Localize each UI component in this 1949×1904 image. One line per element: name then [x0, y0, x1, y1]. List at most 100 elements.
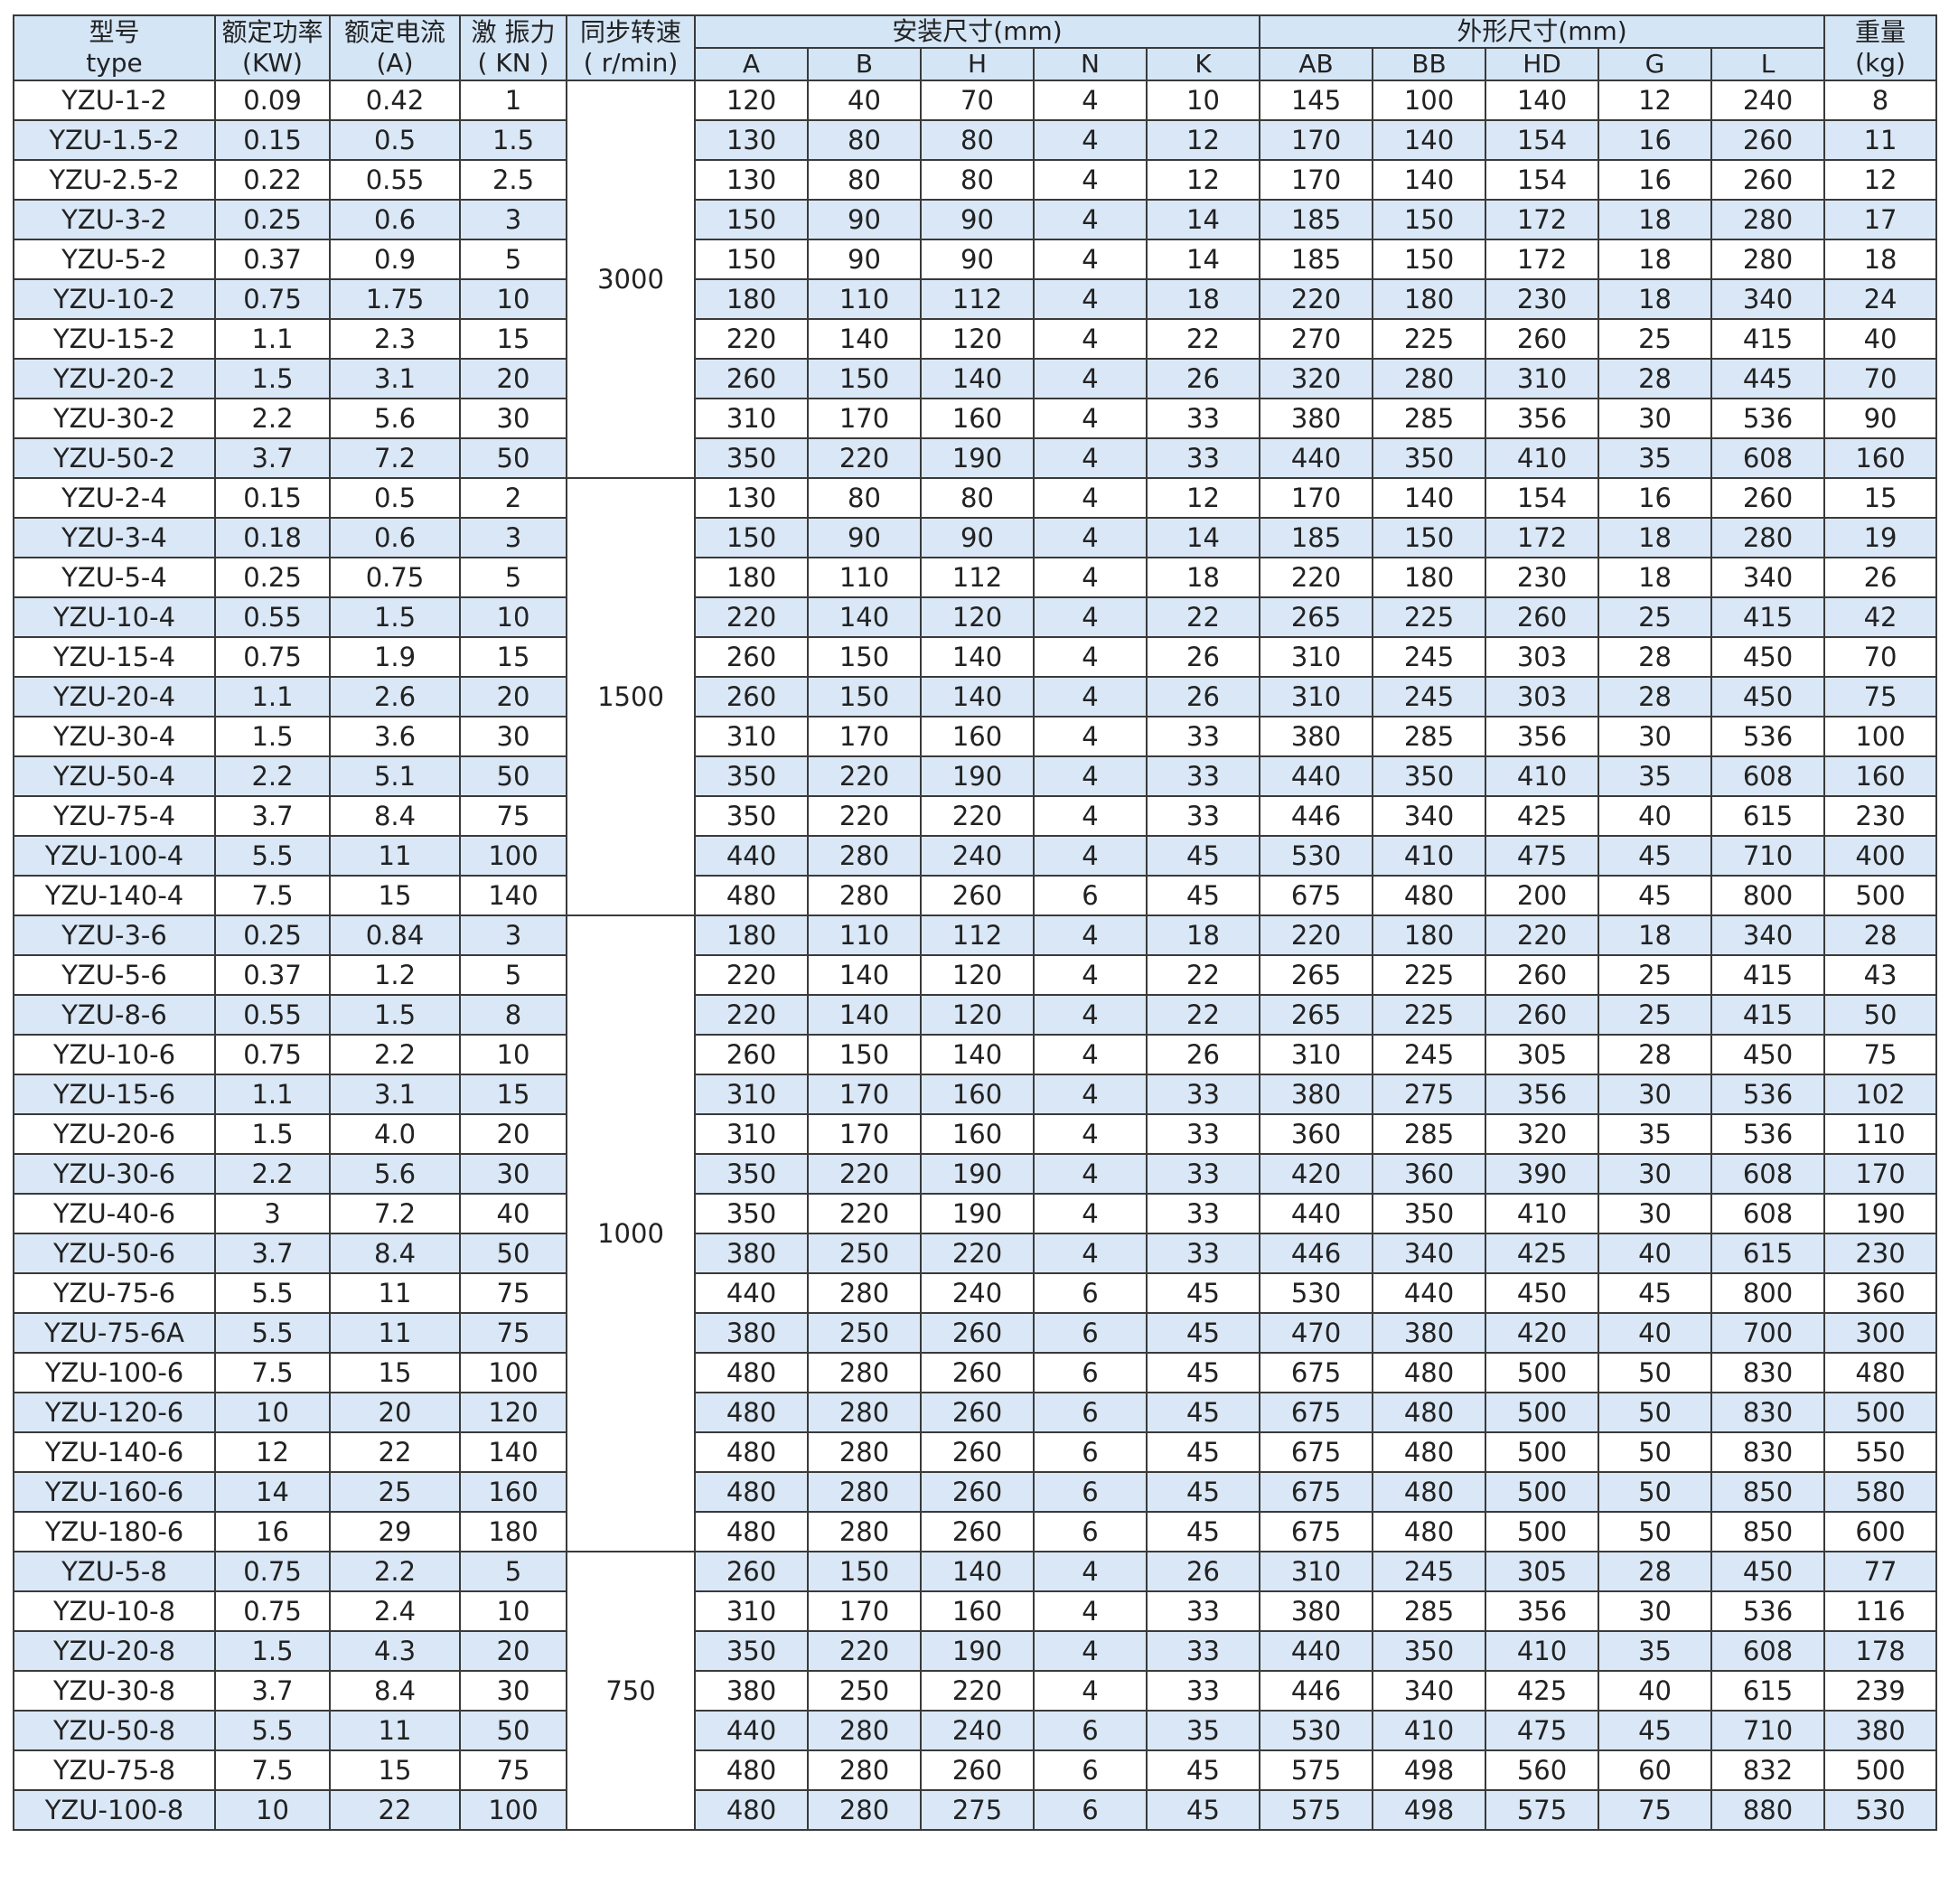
cell: 75 — [1823, 1034, 1938, 1075]
cell: 440 — [694, 835, 809, 877]
data-row: YZU-5-4 0.25 0.75 5 180 110 112 4 18 220 180 230 18 3… — [13, 557, 1938, 598]
cell: 18 — [1598, 914, 1713, 956]
cell: 5.6 — [329, 398, 461, 439]
cell: 425 — [1485, 795, 1600, 837]
header-text: ( KN ) — [477, 48, 549, 78]
cell: 0.5 — [329, 477, 461, 519]
cell: 480 — [1372, 1471, 1487, 1513]
cell: 22 — [1145, 994, 1261, 1036]
cell: 170 — [1259, 119, 1374, 161]
cell: 90 — [807, 517, 922, 558]
cell: 10 — [214, 1392, 331, 1433]
cell: 350 — [694, 1193, 809, 1234]
cell: 1.5 — [214, 1630, 331, 1672]
cell: 4 — [1033, 1590, 1148, 1632]
cell: 410 — [1485, 437, 1600, 479]
cell: 190 — [920, 755, 1035, 797]
cell: 190 — [920, 1193, 1035, 1234]
cell: 500 — [1485, 1431, 1600, 1473]
cell: 33 — [1145, 1074, 1261, 1115]
cell: 112 — [920, 278, 1035, 320]
cell: 260 — [694, 1551, 809, 1592]
cell: 300 — [1823, 1312, 1938, 1354]
data-row: YZU-140-4 7.5 15 140 480 280 260 6 45 675 480 200 45… — [13, 875, 1938, 916]
cell: 3 — [459, 914, 567, 956]
data-row: YZU-75-8 7.5 15 75 480 280 260 6 45 575 498 560 60 83… — [13, 1749, 1938, 1791]
cell: 15 — [329, 1749, 461, 1791]
cell: 675 — [1259, 1352, 1374, 1393]
cell: 25 — [1598, 318, 1713, 360]
cell: 350 — [694, 1153, 809, 1195]
cell: 170 — [807, 1590, 922, 1632]
cell: 172 — [1485, 239, 1600, 280]
cell: 608 — [1710, 1630, 1826, 1672]
cell: 170 — [1259, 477, 1374, 519]
cell: 45 — [1145, 1471, 1261, 1513]
cell: 14 — [1145, 517, 1261, 558]
cell: 22 — [1145, 318, 1261, 360]
cell: 310 — [694, 1590, 809, 1632]
cell: 154 — [1485, 159, 1600, 201]
cell: 1 — [459, 80, 567, 121]
cell: 850 — [1710, 1511, 1826, 1552]
cell: 16 — [1598, 119, 1713, 161]
cell: 12 — [1145, 159, 1261, 201]
cell: 4 — [1033, 477, 1148, 519]
cell: 440 — [1372, 1272, 1487, 1314]
cell: 250 — [807, 1312, 922, 1354]
cell: 0.09 — [214, 80, 331, 121]
cell: 245 — [1372, 1034, 1487, 1075]
cell: 305 — [1485, 1034, 1600, 1075]
cell: 415 — [1710, 954, 1826, 996]
cell: 190 — [920, 1153, 1035, 1195]
cell: 40 — [1598, 1312, 1713, 1354]
cell: 280 — [807, 1789, 922, 1831]
cell: 415 — [1710, 318, 1826, 360]
data-row: YZU-20-2 1.5 3.1 20 260 150 140 4 26 320 280 310 28 4… — [13, 358, 1938, 399]
cell: 475 — [1485, 835, 1600, 877]
cell: 800 — [1710, 875, 1826, 916]
cell: 30 — [1598, 398, 1713, 439]
cell: 154 — [1485, 477, 1600, 519]
cell: 4 — [1033, 358, 1148, 399]
data-row: YZU-10-8 0.75 2.4 10 310 170 160 4 33 380 285 356 30… — [13, 1590, 1938, 1632]
cell: 7.5 — [214, 1749, 331, 1791]
cell: 150 — [694, 199, 809, 240]
cell: 25 — [1598, 596, 1713, 638]
cell: 33 — [1145, 1233, 1261, 1274]
cell: 15 — [459, 1074, 567, 1115]
cell: 310 — [1259, 1034, 1374, 1075]
cell: 350 — [694, 795, 809, 837]
cell: 480 — [1823, 1352, 1938, 1393]
cell: 480 — [694, 1511, 809, 1552]
cell: 710 — [1710, 1710, 1826, 1751]
cell: 500 — [1485, 1392, 1600, 1433]
cell: YZU-120-6 — [13, 1392, 216, 1433]
cell: 575 — [1259, 1789, 1374, 1831]
cell: 230 — [1823, 795, 1938, 837]
cell: 185 — [1259, 199, 1374, 240]
cell: 536 — [1710, 1590, 1826, 1632]
cell: 350 — [694, 1630, 809, 1672]
cell: 26 — [1145, 676, 1261, 718]
cell: 0.9 — [329, 239, 461, 280]
cell: 500 — [1485, 1471, 1600, 1513]
cell: 5.5 — [214, 1312, 331, 1354]
cell: 1.75 — [329, 278, 461, 320]
cell: 4 — [1033, 318, 1148, 360]
cell: 180 — [694, 914, 809, 956]
header-text: 同步转速 — [579, 17, 681, 47]
cell: 536 — [1710, 1113, 1826, 1155]
cell: 2.5 — [459, 159, 567, 201]
cell: 80 — [807, 159, 922, 201]
header-text: (A) — [376, 48, 414, 78]
cell: YZU-140-4 — [13, 875, 216, 916]
cell: 25 — [329, 1471, 461, 1513]
cell: 18 — [1145, 914, 1261, 956]
cell: 190 — [920, 437, 1035, 479]
cell: 450 — [1710, 676, 1826, 718]
cell: 220 — [694, 318, 809, 360]
cell: 1.5 — [214, 1113, 331, 1155]
cell: 280 — [1710, 199, 1826, 240]
cell: YZU-2-4 — [13, 477, 216, 519]
